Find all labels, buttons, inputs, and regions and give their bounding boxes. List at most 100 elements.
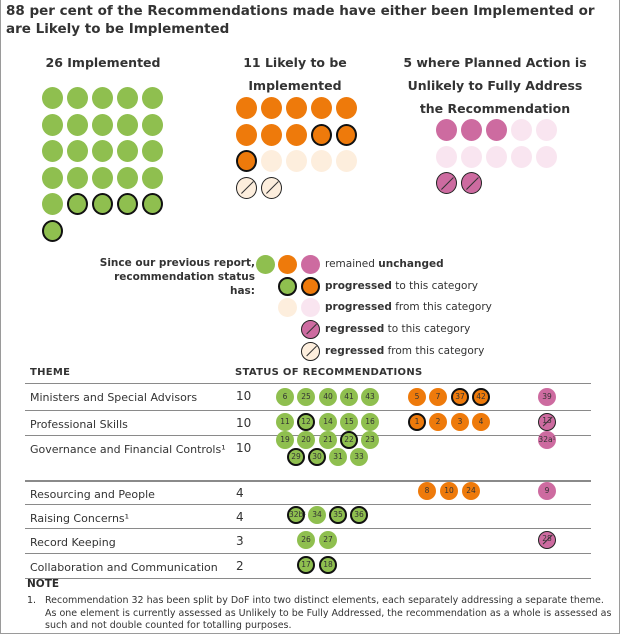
implemented-recommendation-dot: 6	[276, 388, 294, 406]
implemented-recommendation-dot: 19	[276, 431, 294, 449]
table-rule	[25, 528, 591, 529]
legend-label: regressed from this category	[325, 344, 484, 358]
implemented-recommendation-dot: 18	[319, 556, 337, 574]
legend-label-part: progressed	[325, 280, 392, 292]
likely-recommendation-dot: 1	[408, 413, 426, 431]
implemented-recommendation-dot: 34	[308, 506, 326, 524]
legend-label-part: from this category	[384, 345, 485, 357]
figure-title: 88 per cent of the Recommendations made …	[6, 3, 595, 37]
recommendation-dot-regressed-from	[261, 176, 282, 199]
recommendation-dot-progressed-from	[286, 150, 307, 172]
recommendation-dot-unchanged	[142, 140, 163, 162]
implemented-recommendation-dot: 11	[276, 413, 294, 431]
legend-dot-likely-progressed-from	[278, 298, 297, 317]
group-heading-unlikely: 5 where Planned Action is Unlikely to Fu…	[403, 55, 587, 116]
recommendation-dot-progressed-from	[461, 145, 482, 168]
legend-label: regressed to this category	[325, 322, 470, 336]
likely-recommendation-dot: 5	[408, 388, 426, 406]
legend-dot-implemented-progressed-to	[278, 277, 297, 296]
note-text: Recommendation 32 has been split by DoF …	[45, 595, 612, 631]
table-row-count: 10	[236, 416, 252, 430]
legend-dot-likely-regressed-from	[301, 342, 320, 361]
table-row-count: 2	[236, 559, 244, 573]
recommendation-dot-progressed-from	[486, 145, 507, 168]
implemented-recommendation-dot: 14	[319, 413, 337, 431]
unlikely-recommendation-dot: 9	[538, 482, 556, 500]
likely-recommendation-dot: 8	[418, 482, 436, 500]
group-heading-likely: 11 Likely to be Implemented	[243, 55, 347, 93]
recommendation-dot-progressed-to	[67, 193, 88, 215]
recommendation-dot-unchanged	[142, 87, 163, 109]
legend-label-part: regressed	[325, 345, 385, 357]
recommendation-dot-unchanged	[286, 97, 307, 119]
group-heading-implemented: 26 Implemented	[45, 55, 161, 70]
implemented-recommendation-dot: 25	[297, 388, 315, 406]
table-rule	[25, 480, 591, 482]
implemented-recommendation-dot: 17	[297, 556, 315, 574]
recommendation-dot-unchanged	[67, 140, 88, 162]
legend-label-part: unchanged	[378, 258, 444, 270]
legend-dot-unlikely-unchanged	[301, 255, 320, 274]
recommendation-dot-unchanged	[117, 166, 138, 189]
implemented-recommendation-dot: 41	[340, 388, 358, 406]
recommendation-dot-unchanged	[261, 123, 282, 146]
likely-recommendation-dot: 24	[462, 482, 480, 500]
table-row-theme: Resourcing and People	[30, 488, 155, 501]
recommendation-dot-unchanged	[92, 140, 113, 162]
legend-label: progressed to this category	[325, 279, 478, 293]
recommendation-dot-progressed-from	[511, 119, 532, 141]
unlikely-recommendation-dot: 32a¹	[538, 431, 556, 449]
note-heading: NOTE	[27, 578, 60, 590]
recommendation-dot-progressed-from	[436, 145, 457, 168]
recommendation-dot-progressed-to	[336, 123, 357, 146]
table-row-count: 4	[236, 486, 244, 500]
implemented-recommendation-dot: 27	[319, 531, 337, 549]
recommendation-dot-progressed-from	[261, 150, 282, 172]
implemented-recommendation-dot: 22	[340, 431, 358, 449]
implemented-recommendation-dot: 20	[297, 431, 315, 449]
recommendation-dot-unchanged	[261, 97, 282, 119]
recommendation-dot-unchanged	[461, 119, 482, 141]
note-number: 1.	[27, 595, 37, 606]
recommendation-dot-regressed-to	[436, 172, 457, 194]
unlikely-recommendation-dot: 13	[538, 413, 556, 431]
recommendation-dot-unchanged	[142, 166, 163, 189]
recommendation-dot-regressed-from	[236, 176, 257, 199]
implemented-recommendation-dot: 12	[297, 413, 315, 431]
legend-label-part: regressed	[325, 323, 385, 335]
table-row-count: 10	[236, 441, 252, 455]
legend-dot-likely-progressed-to	[301, 277, 320, 296]
table-rule	[25, 553, 591, 554]
recommendation-dot-unchanged	[42, 166, 63, 189]
unlikely-recommendation-dot: 39	[538, 388, 556, 406]
table-row-theme: Record Keeping	[30, 536, 116, 549]
recommendation-dot-unchanged	[42, 87, 63, 109]
table-rule	[25, 578, 591, 579]
legend-dot-unlikely-progressed-from	[301, 298, 320, 317]
likely-recommendation-dot: 42	[472, 388, 490, 406]
recommendation-dot-unchanged	[42, 140, 63, 162]
table-row-theme: Ministers and Special Advisors	[30, 391, 198, 404]
recommendation-dot-regressed-to	[461, 172, 482, 194]
recommendation-dot-unchanged	[67, 166, 88, 189]
implemented-recommendation-dot: 35	[329, 506, 347, 524]
implemented-recommendation-dot: 32b¹	[287, 506, 306, 524]
unlikely-recommendation-dot: 28	[538, 531, 556, 549]
recommendation-dot-unchanged	[92, 113, 113, 136]
implemented-recommendation-dot: 40	[319, 388, 337, 406]
recommendation-dot-unchanged	[311, 97, 332, 119]
legend-label-part: to this category	[384, 323, 471, 335]
recommendation-dot-unchanged	[117, 113, 138, 136]
table-row-theme: Collaboration and Communication	[30, 561, 218, 574]
recommendation-dot-progressed-to	[311, 123, 332, 146]
legend-label-part: progressed	[325, 301, 392, 313]
recommendation-dot-progressed-to	[117, 193, 138, 215]
status-header: STATUS OF RECOMMENDATIONS	[235, 367, 423, 378]
implemented-recommendation-dot: 29	[287, 448, 305, 466]
legend-dot-likely-unchanged	[278, 255, 297, 274]
recommendation-dot-unchanged	[117, 140, 138, 162]
recommendation-dot-progressed-from	[536, 119, 557, 141]
recommendation-dot-progressed-to	[42, 219, 63, 242]
legend-dot-implemented-unchanged	[256, 255, 275, 274]
table-rule	[25, 504, 591, 505]
